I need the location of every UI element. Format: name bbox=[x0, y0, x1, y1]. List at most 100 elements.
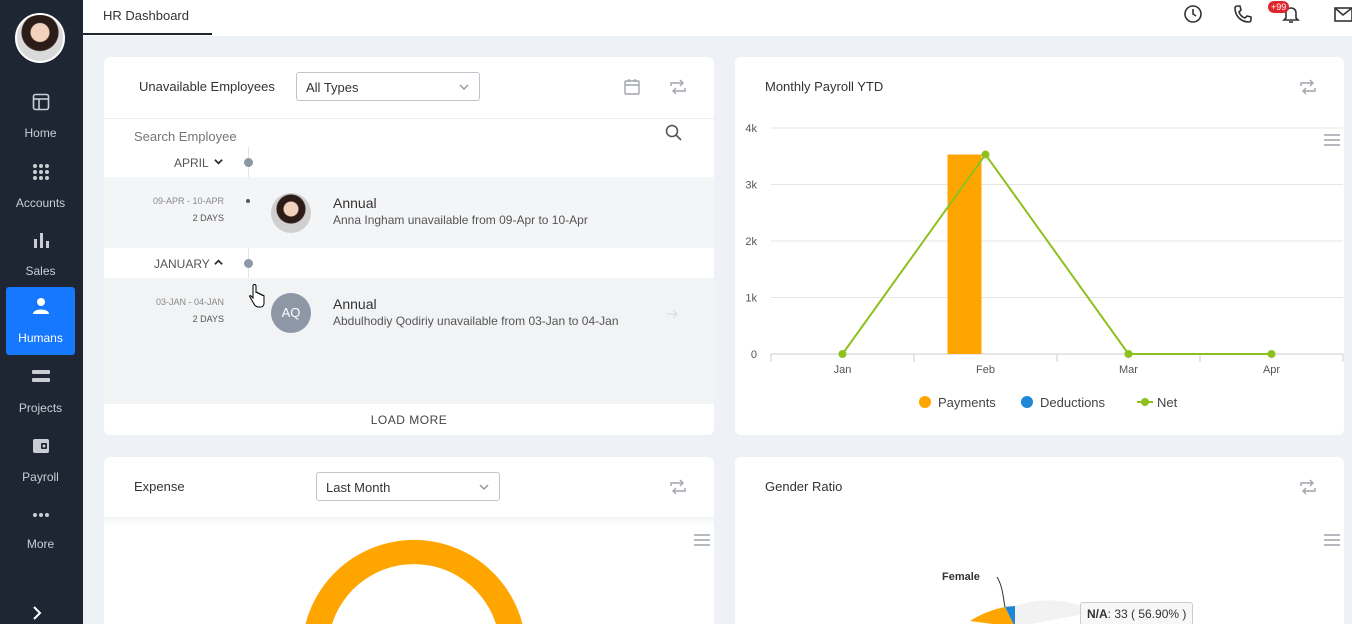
leave-row[interactable]: 09-APR - 10-APR 2 DAYS Annual Anna Ingha… bbox=[104, 177, 714, 248]
leave-dates: 03-JAN - 04-JAN bbox=[155, 297, 224, 307]
timeline-dot bbox=[246, 199, 250, 203]
search-icon[interactable] bbox=[665, 124, 682, 141]
refresh-icon[interactable] bbox=[669, 78, 687, 96]
clock-icon[interactable] bbox=[1183, 4, 1203, 24]
pie-slice bbox=[1005, 606, 1015, 624]
chart-menu-icon[interactable] bbox=[1324, 534, 1340, 547]
refresh-icon[interactable] bbox=[1299, 78, 1317, 96]
sidebar-item-payroll[interactable]: Payroll bbox=[6, 434, 75, 500]
sidebar-item-label: Humans bbox=[18, 331, 63, 345]
expense-donut-segment bbox=[305, 540, 523, 624]
y-tick-label: 2k bbox=[745, 236, 757, 248]
sidebar-item-label: Accounts bbox=[15, 196, 66, 210]
wallet-icon bbox=[33, 439, 49, 453]
user-avatar[interactable] bbox=[15, 13, 65, 63]
legend-marker bbox=[919, 396, 931, 408]
sidebar-item-more[interactable]: More bbox=[6, 503, 75, 569]
sidebar-item-label: More bbox=[26, 537, 55, 551]
sidebar-item-home[interactable]: Home bbox=[6, 90, 75, 156]
leave-description: Abdulhodiy Qodiriy unavailable from 03-J… bbox=[333, 314, 619, 328]
sidebar-item-label: Projects bbox=[18, 401, 63, 415]
mail-icon[interactable] bbox=[1333, 4, 1352, 24]
y-tick-label: 0 bbox=[751, 349, 757, 361]
chevron-down-icon bbox=[479, 484, 489, 491]
legend-label: Deductions bbox=[1040, 395, 1106, 410]
grid-icon bbox=[33, 164, 49, 180]
y-tick-label: 1k bbox=[745, 293, 757, 305]
legend-marker bbox=[1021, 396, 1033, 408]
line-net bbox=[841, 152, 1272, 355]
bar-chart-icon bbox=[34, 233, 49, 248]
leave-row[interactable]: 03-JAN - 04-JAN 2 DAYS AQ Annual Abdulho… bbox=[104, 278, 714, 349]
month-header-april[interactable]: APRIL bbox=[104, 149, 714, 176]
select-value: Last Month bbox=[326, 480, 391, 495]
leave-description: Anna Ingham unavailable from 09-Apr to 1… bbox=[333, 213, 588, 227]
timeline-dot bbox=[244, 259, 253, 268]
chart-menu-icon[interactable] bbox=[1324, 134, 1340, 147]
legend-label: Payments bbox=[938, 395, 996, 410]
select-value: All Types bbox=[306, 80, 359, 95]
month-header-january[interactable]: JANUARY bbox=[104, 250, 714, 277]
month-label: JANUARY bbox=[154, 257, 210, 271]
x-tick-label: Mar bbox=[1119, 364, 1138, 376]
refresh-icon[interactable] bbox=[669, 478, 687, 496]
card-title: Monthly Payroll YTD bbox=[765, 79, 884, 94]
sidebar-item-label: Sales bbox=[25, 264, 56, 278]
load-more-button[interactable]: LOAD MORE bbox=[370, 413, 448, 427]
legend-marker bbox=[1141, 398, 1149, 406]
leave-days: 2 DAYS bbox=[192, 314, 224, 324]
monthly-payroll-card: Monthly Payroll YTD 0 1k 2k 3k 4k Jan Feb Mar Ap… bbox=[735, 57, 1344, 435]
leave-days: 2 DAYS bbox=[192, 213, 224, 223]
chevron-up-icon bbox=[214, 259, 223, 265]
x-tick-label: Feb bbox=[976, 364, 995, 376]
leave-type: Annual bbox=[333, 296, 377, 312]
sidebar-item-humans[interactable]: Humans bbox=[6, 287, 75, 355]
search-input[interactable] bbox=[134, 129, 634, 144]
sidebar-item-accounts[interactable]: Accounts bbox=[6, 160, 75, 226]
card-title: Expense bbox=[134, 479, 185, 494]
person-icon bbox=[33, 298, 49, 314]
type-filter-select[interactable]: All Types bbox=[296, 72, 480, 101]
point-net bbox=[838, 350, 847, 358]
chart-menu-icon[interactable] bbox=[694, 534, 710, 547]
unavailable-employees-card: Unavailable Employees All Types APRIL 09… bbox=[104, 57, 714, 435]
point-net bbox=[1124, 350, 1133, 358]
tab-hr-dashboard[interactable]: HR Dashboard bbox=[83, 0, 212, 35]
x-tick-label: Jan bbox=[834, 364, 852, 376]
month-label: APRIL bbox=[174, 156, 209, 170]
more-dots-icon bbox=[33, 513, 49, 517]
sidebar-item-projects[interactable]: Projects bbox=[6, 365, 75, 431]
home-icon bbox=[32, 93, 50, 111]
y-tick-label: 4k bbox=[745, 123, 757, 135]
hand-cursor-icon bbox=[249, 284, 265, 308]
x-tick-label: Apr bbox=[1263, 364, 1280, 376]
gender-ratio-card: Gender Ratio Female N/A: 33 ( 56.90% ) bbox=[735, 457, 1344, 624]
phone-icon[interactable] bbox=[1233, 4, 1253, 24]
sidebar: Home Accounts Sales Humans Projects Payr… bbox=[0, 0, 83, 624]
tooltip-key: N/A bbox=[1087, 607, 1108, 621]
tooltip-value: : 33 ( 56.90% ) bbox=[1107, 607, 1187, 621]
employee-avatar bbox=[271, 193, 311, 233]
card-title: Unavailable Employees bbox=[139, 79, 275, 94]
pie-label-female: Female bbox=[942, 571, 980, 583]
chevron-down-icon bbox=[214, 159, 223, 165]
card-title: Gender Ratio bbox=[765, 479, 843, 494]
leave-dates: 09-APR - 10-APR bbox=[152, 196, 224, 206]
projects-icon bbox=[32, 370, 50, 382]
y-tick-label: 3k bbox=[745, 180, 757, 192]
point-net bbox=[981, 150, 990, 159]
arrow-right-icon[interactable] bbox=[666, 308, 678, 320]
timeline-dot bbox=[244, 158, 253, 167]
chevron-right-icon[interactable] bbox=[32, 606, 42, 620]
sidebar-item-sales[interactable]: Sales bbox=[6, 228, 75, 294]
payroll-chart: 0 1k 2k 3k 4k Jan Feb Mar Apr Payments Deductions N… bbox=[745, 123, 1344, 410]
expense-period-select[interactable]: Last Month bbox=[316, 472, 500, 501]
sidebar-item-label: Home bbox=[24, 126, 57, 140]
chevron-down-icon bbox=[459, 84, 469, 91]
list-spacer bbox=[104, 349, 714, 404]
refresh-icon[interactable] bbox=[1299, 478, 1317, 496]
notification-badge: +99 bbox=[1268, 1, 1290, 13]
employee-avatar-initials: AQ bbox=[271, 293, 311, 333]
calendar-icon[interactable] bbox=[623, 78, 641, 96]
leader-line bbox=[996, 576, 1006, 608]
